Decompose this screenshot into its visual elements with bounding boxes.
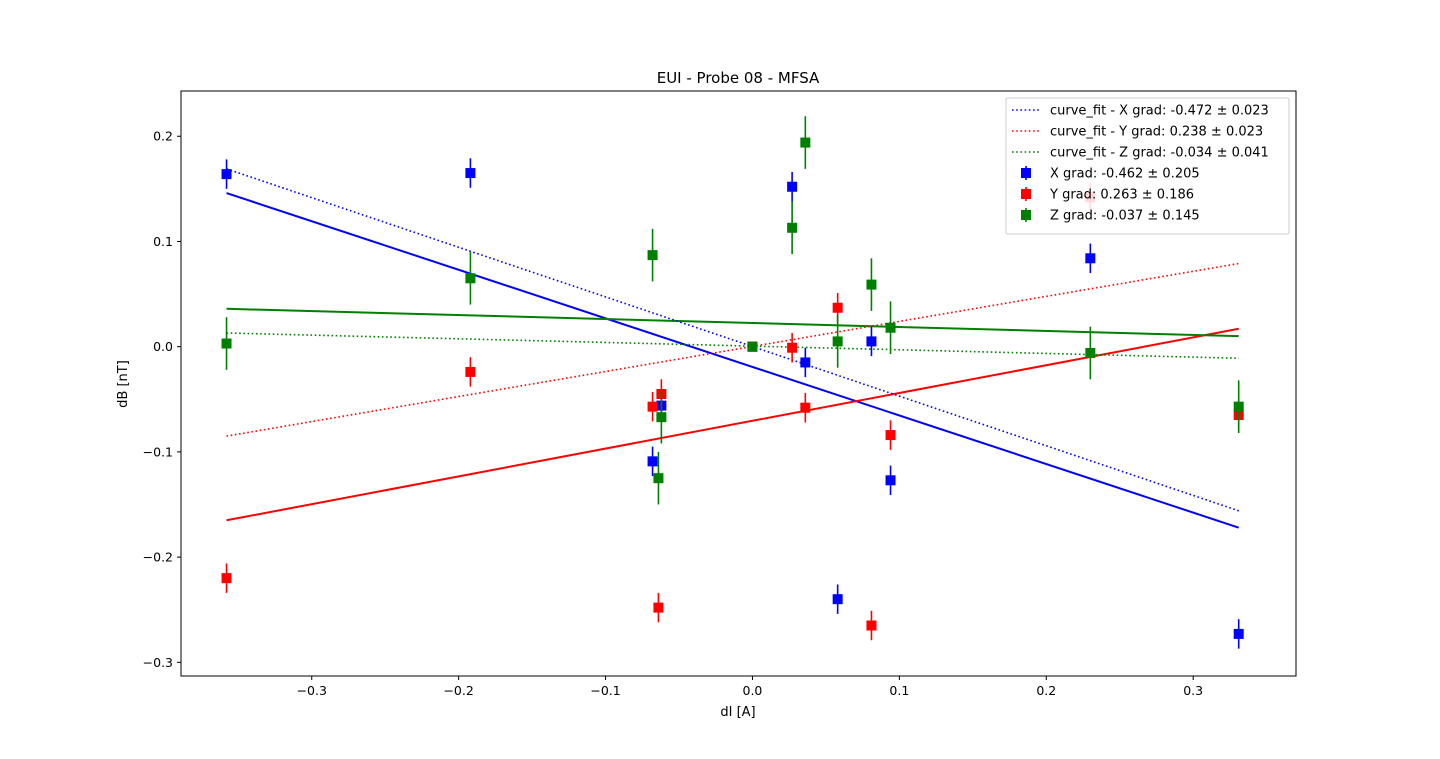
data-point [866, 620, 877, 631]
data-point [800, 402, 811, 413]
y-axis-label: dB [nT] [116, 360, 131, 408]
data-point [656, 412, 667, 423]
data-point [866, 336, 877, 347]
x-axis-label: dI [A] [720, 705, 755, 720]
data-point [832, 594, 843, 605]
x-tick-label: 0.1 [889, 683, 909, 698]
legend-label: curve_fit - Y grad: 0.238 ± 0.023 [1050, 125, 1263, 140]
data-point [1233, 401, 1244, 412]
x-tick-label: −0.2 [443, 683, 473, 698]
y-tick-label: 0.0 [153, 339, 173, 354]
legend-label: curve_fit - Z grad: -0.034 ± 0.041 [1050, 146, 1269, 161]
legend-marker-swatch [1021, 189, 1031, 199]
data-point [647, 401, 658, 412]
legend-marker-swatch [1021, 210, 1031, 220]
data-point [647, 250, 658, 261]
plot-content [221, 116, 1244, 649]
series-2 [221, 116, 1244, 505]
axis-ticks: −0.3 −0.2 −0.1 0.0 0.1 0.2 0.3 −0.3 −0.2 −0.1 0.0 0… [143, 129, 1203, 698]
data-point [885, 475, 896, 486]
data-point [832, 336, 843, 347]
data-point [885, 430, 896, 441]
curve-fit-line-2 [226, 332, 1239, 360]
legend-marker-swatch [1021, 168, 1031, 178]
x-tick-label: 0.2 [1036, 683, 1056, 698]
data-point [800, 137, 811, 148]
data-point [787, 181, 798, 192]
regression-line-1 [226, 327, 1239, 522]
data-point [1233, 628, 1244, 639]
data-point [800, 357, 811, 368]
data-point [465, 168, 476, 179]
data-point [465, 366, 476, 377]
legend-label: Z grad: -0.037 ± 0.145 [1050, 209, 1200, 224]
legend: curve_fit - X grad: -0.472 ± 0.023 curve_… [1005, 97, 1290, 235]
y-tick-label: 0.1 [153, 234, 173, 249]
y-tick-label: 0.2 [153, 129, 173, 144]
legend-box [1005, 97, 1290, 235]
x-tick-label: −0.1 [590, 683, 620, 698]
data-point [866, 279, 877, 290]
plot-area [221, 116, 1244, 649]
curve-fit-line-1 [226, 262, 1239, 437]
data-point [1085, 253, 1096, 264]
y-tick-label: −0.1 [143, 444, 173, 459]
data-point [885, 322, 896, 333]
legend-label: X grad: -0.462 ± 0.205 [1050, 167, 1200, 182]
data-point [647, 456, 658, 467]
data-point [787, 222, 798, 233]
regression-line-2 [226, 307, 1239, 338]
data-point [787, 342, 798, 353]
x-tick-label: 0.0 [743, 683, 763, 698]
data-point [221, 338, 232, 349]
axes-frame [180, 90, 1297, 677]
data-point [221, 169, 232, 180]
data-point [465, 273, 476, 284]
data-point [221, 573, 232, 584]
x-tick-label: −0.3 [297, 683, 327, 698]
chart-title: EUI - Probe 08 - MFSA [657, 69, 820, 87]
y-tick-label: −0.3 [143, 655, 173, 670]
data-point [832, 302, 843, 313]
curve-fit-line-0 [226, 168, 1239, 512]
data-point [653, 473, 664, 484]
legend-label: curve_fit - X grad: -0.472 ± 0.023 [1050, 104, 1269, 119]
data-point [747, 341, 758, 352]
regression-line-0 [226, 192, 1240, 529]
legend-label: Y grad: 0.263 ± 0.186 [1049, 188, 1194, 203]
data-point [653, 602, 664, 613]
x-tick-label: 0.3 [1183, 683, 1203, 698]
data-point [1085, 347, 1096, 358]
y-tick-label: −0.2 [143, 550, 173, 565]
